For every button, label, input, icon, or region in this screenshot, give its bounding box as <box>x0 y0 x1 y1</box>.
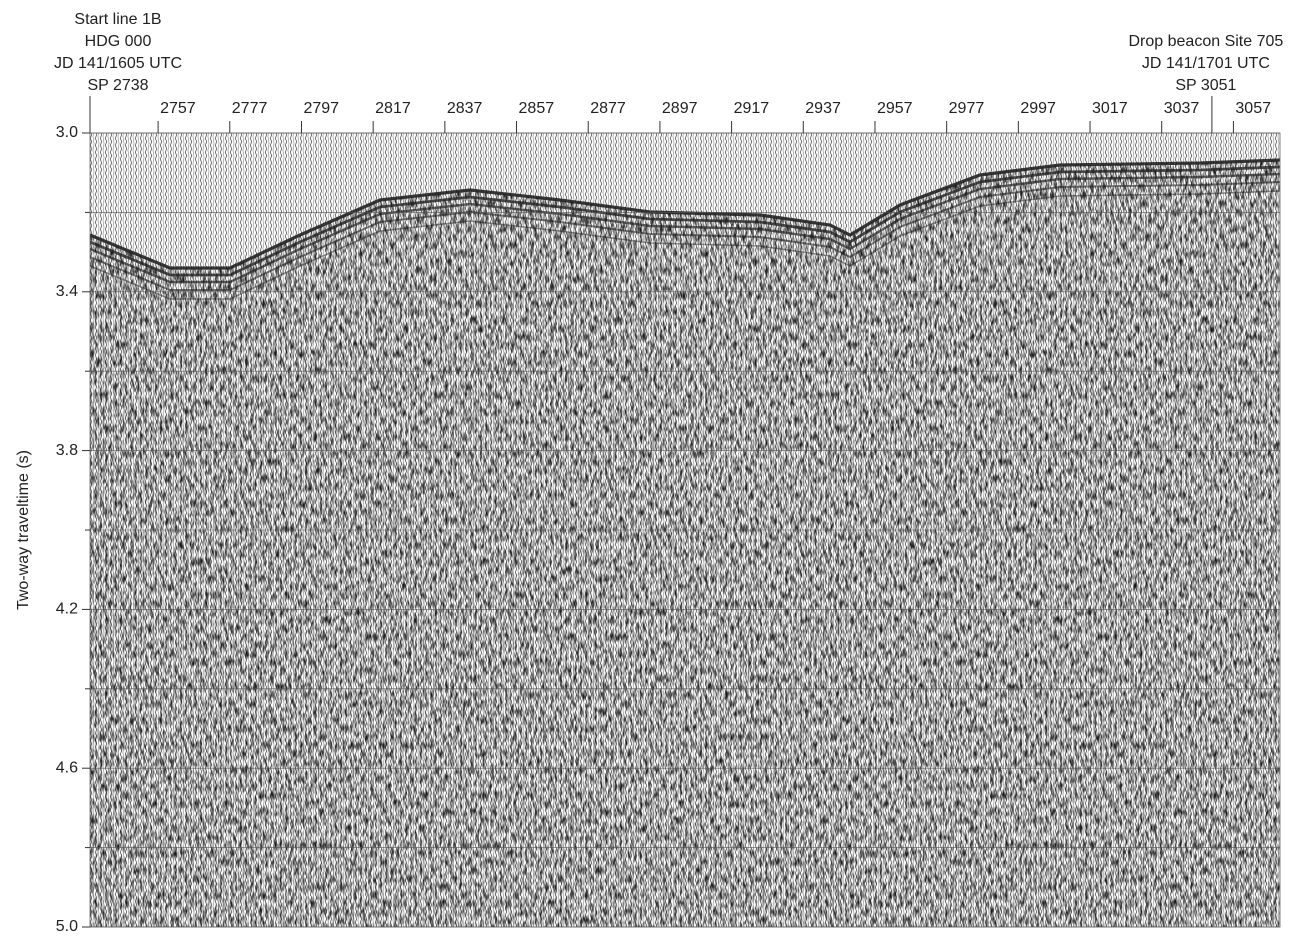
y-tick-label: 4.6 <box>56 759 78 776</box>
annotation-line: JD 141/1605 UTC <box>54 55 182 72</box>
y-tick-label: 3.8 <box>56 442 78 459</box>
x-tick-label: 2897 <box>662 100 698 117</box>
x-tick-label: 3037 <box>1164 100 1200 117</box>
x-tick-label: 2877 <box>590 100 626 117</box>
chart: Two-way traveltime (s) 3.0 3.4 3.8 4.2 4.6 5.… <box>0 0 1310 937</box>
annotation-line: HDG 000 <box>85 33 152 50</box>
x-tick-label: 3017 <box>1092 100 1128 117</box>
x-tick-label: 2817 <box>375 100 411 117</box>
annotation-line: Start line 1B <box>74 11 161 28</box>
annotation-line: SP 2738 <box>87 77 148 94</box>
annotation-line: SP 3051 <box>1175 77 1236 94</box>
x-tick-label: 2757 <box>160 100 196 117</box>
x-tick-label: 2917 <box>734 100 770 117</box>
annotation-line: JD 141/1701 UTC <box>1142 55 1270 72</box>
y-tick-label: 4.2 <box>56 601 78 618</box>
y-tick-label: 5.0 <box>56 918 78 935</box>
x-tick-label: 2937 <box>805 100 841 117</box>
y-tick-label: 3.0 <box>56 124 78 141</box>
x-tick-label: 2997 <box>1020 100 1056 117</box>
x-tick-label: 2977 <box>949 100 985 117</box>
x-tick-label: 3057 <box>1235 100 1271 117</box>
annotation-line: Drop beacon Site 705 <box>1129 33 1284 50</box>
x-tick-label: 2837 <box>447 100 483 117</box>
y-tick-label: 3.4 <box>56 283 78 300</box>
x-tick-label: 2957 <box>877 100 913 117</box>
x-tick-label: 2777 <box>232 100 268 117</box>
x-tick-label: 2797 <box>303 100 339 117</box>
y-axis-label: Two-way traveltime (s) <box>15 450 32 610</box>
x-tick-label: 2857 <box>519 100 555 117</box>
